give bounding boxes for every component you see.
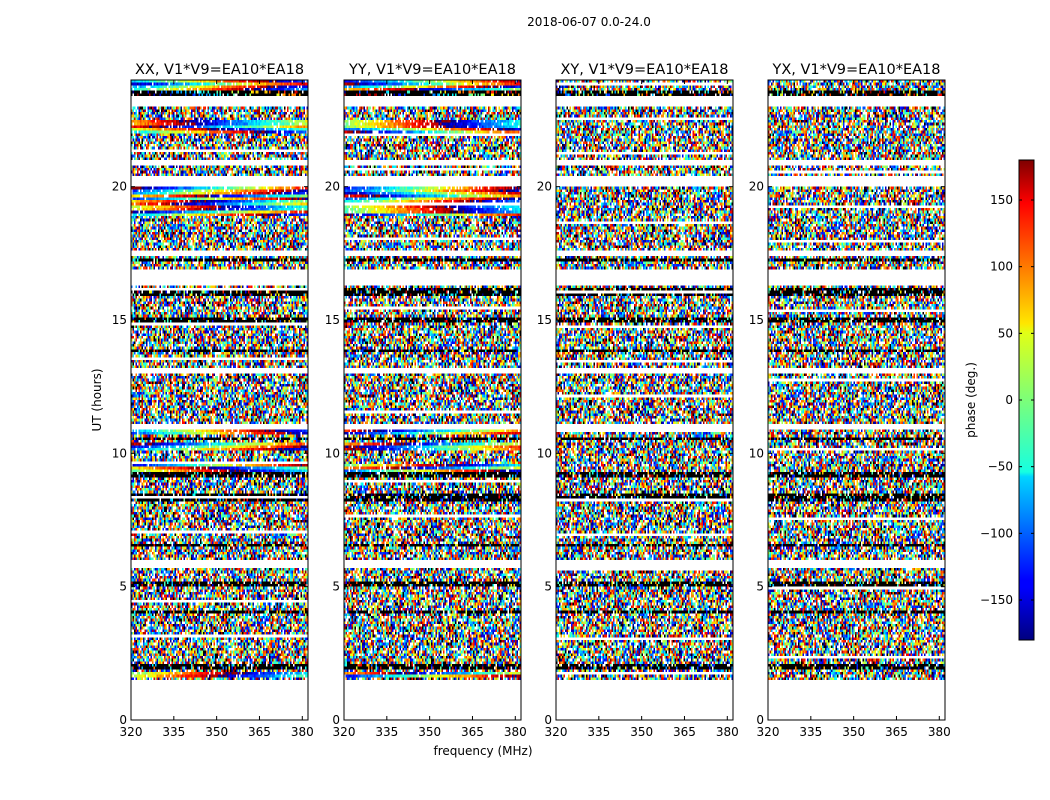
x-tick-label: 365 [673,725,696,739]
x-tick-label: 320 [120,725,143,739]
phase-heatmap [344,80,521,720]
x-tick-label: 365 [248,725,271,739]
colorbar: −150 −100 −50 0 50 100 150 phase (deg.) [964,159,1035,641]
y-tick-label: 0 [544,713,552,727]
y-tick-label: 0 [332,713,340,727]
panel-frame [130,79,309,721]
panel-title: XY, V1*V9=EA10*EA18 [560,62,728,78]
panel-frame [555,79,734,721]
y-tick-label: 20 [112,180,127,194]
y-tick-label: 15 [112,313,127,327]
colorbar-tick-label: −50 [988,460,1013,474]
x-tick-label: 365 [885,725,908,739]
x-tick-label: 350 [418,725,441,739]
y-tick-label: 20 [325,180,340,194]
colorbar-tick-label: 50 [998,326,1013,340]
x-tick-label: 320 [545,725,568,739]
panel-frame [343,79,522,721]
colorbar-tick-label: 100 [990,260,1013,274]
x-tick-label: 350 [205,725,228,739]
panel-title: YX, V1*V9=EA10*EA18 [771,62,940,78]
x-tick-label: 350 [630,725,653,739]
y-tick-label: 5 [332,580,340,594]
colorbar-tick-label: 0 [1005,393,1013,407]
panel-yy: YY, V1*V9=EA10*EA18 320 335 350 365 380 0 5 10 15… [325,62,527,739]
phase-heatmap [768,80,945,720]
y-tick-label: 10 [749,446,764,460]
y-tick-label: 15 [325,313,340,327]
x-tick-label: 335 [162,725,185,739]
colorbar-tick-label: 150 [990,193,1013,207]
x-tick-label: 380 [504,725,527,739]
y-tick-label: 20 [537,180,552,194]
panel-xx: XX, V1*V9=EA10*EA18 320 335 350 365 380 0 5 10 15… [112,62,314,739]
colorbar-tick-label: −100 [980,526,1013,540]
x-axis-label: frequency (MHz) [433,744,532,758]
y-tick-label: 20 [749,180,764,194]
panel-xy: XY, V1*V9=EA10*EA18 320 335 350 365 380 0 5 10 15… [537,62,739,739]
y-tick-label: 5 [756,580,764,594]
x-tick-label: 350 [842,725,865,739]
phase-heatmap [131,80,308,720]
x-tick-label: 320 [757,725,780,739]
y-tick-label: 5 [544,580,552,594]
colorbar-tick-label: −150 [980,593,1013,607]
x-tick-label: 380 [928,725,951,739]
y-tick-label: 15 [537,313,552,327]
panel-yx: YX, V1*V9=EA10*EA18 320 335 350 365 380 0 5 10 15… [749,62,951,739]
x-tick-label: 380 [716,725,739,739]
y-tick-label: 0 [756,713,764,727]
figure-title: 2018-06-07 0.0-24.0 [527,15,651,29]
y-tick-label: 15 [749,313,764,327]
y-tick-label: 10 [325,446,340,460]
colorbar-label: phase (deg.) [964,362,978,438]
panel-title: YY, V1*V9=EA10*EA18 [348,62,516,78]
x-tick-label: 335 [799,725,822,739]
panel-title: XX, V1*V9=EA10*EA18 [135,62,304,78]
panel-frame [767,79,946,721]
y-axis-label: UT (hours) [90,368,104,431]
y-tick-label: 0 [119,713,127,727]
x-tick-label: 335 [375,725,398,739]
phase-heatmap [556,80,733,720]
y-tick-label: 5 [119,580,127,594]
y-tick-label: 10 [537,446,552,460]
y-tick-label: 10 [112,446,127,460]
x-tick-label: 365 [461,725,484,739]
x-tick-label: 320 [333,725,356,739]
x-tick-label: 335 [587,725,610,739]
x-tick-label: 380 [291,725,314,739]
